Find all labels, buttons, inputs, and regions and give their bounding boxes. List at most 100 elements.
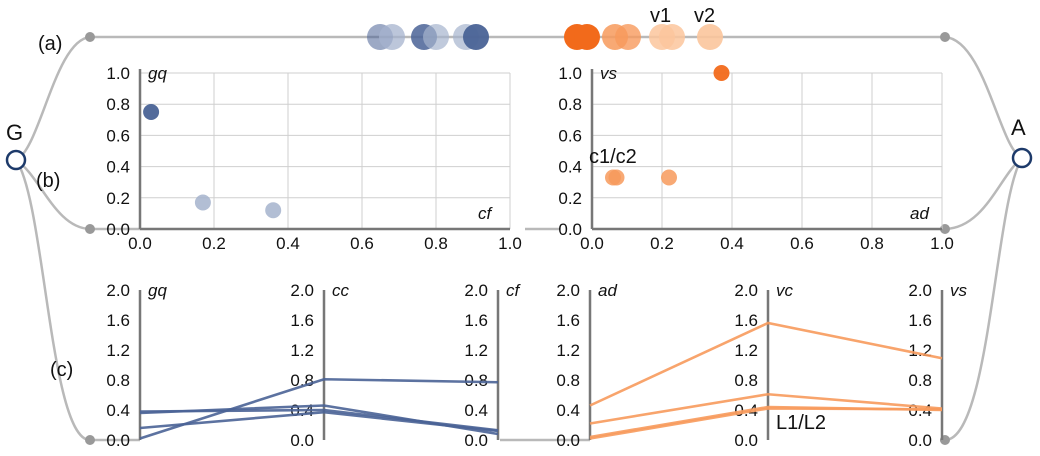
scatter-plot-left: 0.0 0.2 0.4 0.6 0.8 1.0 0.0 0.2 0.4 0.6 0.8 1.0 gq cf <box>106 64 521 253</box>
row-a-dot <box>697 24 723 50</box>
x-tick-label: 1.0 <box>930 234 954 253</box>
connector-line <box>944 35 1023 160</box>
pc-tick-label: 1.2 <box>106 341 130 360</box>
pc-tick-label: 1.2 <box>290 341 314 360</box>
scatter-point <box>608 169 625 186</box>
y-tick-label: 0.8 <box>106 95 130 114</box>
pc-tick-label: 2.0 <box>908 281 932 300</box>
y-axis-label: gq <box>148 64 167 83</box>
x-tick-label: 0.8 <box>860 234 884 253</box>
row-a-dot <box>423 24 449 50</box>
pc-axis-label: cf <box>506 281 522 300</box>
node-g[interactable] <box>5 149 27 171</box>
pc-tick-label: 1.6 <box>464 311 488 330</box>
x-tick-label: 0.0 <box>580 234 604 253</box>
row-a-dot-strip <box>367 24 723 50</box>
x-tick-label: 0.2 <box>650 234 674 253</box>
annotation-c1c2: c1/c2 <box>589 146 637 168</box>
pc-tick-label: 0.0 <box>734 431 758 450</box>
pc-tick-label: 0.8 <box>464 371 488 390</box>
x-tick-label: 0.4 <box>720 234 744 253</box>
pc-series-line <box>589 407 943 440</box>
pc-series-line <box>589 321 943 407</box>
row-a-dot <box>574 24 600 50</box>
pc-tick-label: 1.6 <box>290 311 314 330</box>
row-label-a: (a) <box>38 33 62 55</box>
node-g-label: G <box>6 120 23 145</box>
y-tick-label: 0.8 <box>558 95 582 114</box>
pc-series-line <box>589 405 943 439</box>
pc-tick-label: 0.8 <box>106 371 130 390</box>
connector-line <box>944 157 1024 442</box>
pc-tick-label: 1.2 <box>734 341 758 360</box>
pc-tick-label: 2.0 <box>106 281 130 300</box>
y-tick-label: 0.4 <box>558 158 582 177</box>
parallel-coordinates-right: 2.01.61.20.80.40.0ad 2.01.61.20.80.40.0vc… <box>556 281 967 450</box>
pc-tick-label: 1.2 <box>908 341 932 360</box>
x-tick-label: 0.8 <box>424 234 448 253</box>
row-a-dot <box>463 24 489 50</box>
x-tick-label: 0.6 <box>790 234 814 253</box>
row-a-dot <box>379 24 405 50</box>
pc-tick-label: 1.6 <box>734 311 758 330</box>
y-tick-label: 1.0 <box>106 64 130 83</box>
x-axis-label: cf <box>478 204 494 223</box>
connector-line <box>15 35 91 162</box>
scatter-point <box>265 202 282 219</box>
x-tick-label: 0.2 <box>202 234 226 253</box>
pc-axis-label: cc <box>332 281 350 300</box>
pc-tick-label: 0.8 <box>734 371 758 390</box>
y-tick-label: 0.4 <box>106 158 130 177</box>
pc-tick-label: 2.0 <box>464 281 488 300</box>
y-tick-label: 0.0 <box>558 220 582 239</box>
pc-axis-label: gq <box>148 281 167 300</box>
pc-tick-label: 1.2 <box>556 341 580 360</box>
pc-tick-label: 0.4 <box>464 401 488 420</box>
pc-tick-label: 2.0 <box>734 281 758 300</box>
x-tick-label: 0.6 <box>350 234 374 253</box>
pc-tick-label: 1.6 <box>106 311 130 330</box>
y-tick-label: 1.0 <box>558 64 582 83</box>
pc-tick-label: 0.0 <box>908 431 932 450</box>
x-tick-label: 1.0 <box>498 234 522 253</box>
pc-tick-label: 0.4 <box>556 401 580 420</box>
pc-tick-label: 0.0 <box>106 431 130 450</box>
pc-series-line <box>139 408 499 432</box>
pc-tick-label: 0.0 <box>290 431 314 450</box>
y-tick-label: 0.2 <box>106 189 130 208</box>
connector-endpoint <box>940 32 950 42</box>
pc-tick-label: 0.0 <box>556 431 580 450</box>
pc-tick-label: 0.0 <box>464 431 488 450</box>
node-a[interactable] <box>1011 147 1033 169</box>
y-tick-label: 0.0 <box>106 220 130 239</box>
row-label-b: (b) <box>36 170 60 192</box>
pc-series-line <box>589 392 943 425</box>
x-tick-label: 0.0 <box>128 234 152 253</box>
row-a-dot <box>659 24 685 50</box>
row-label-c: (c) <box>50 359 73 381</box>
annotation-l1l2: L1/L2 <box>776 412 826 434</box>
connector-line <box>14 159 91 442</box>
connector-endpoint <box>85 32 95 42</box>
x-axis-label: ad <box>910 204 929 223</box>
pc-tick-label: 0.8 <box>556 371 580 390</box>
node-a-label: A <box>1011 115 1026 140</box>
scatter-plot-right: 0.0 0.2 0.4 0.6 0.8 1.0 0.0 0.2 0.4 0.6 0.8 1.0 vs ad <box>558 64 953 253</box>
scatter-point <box>713 65 730 81</box>
row-a-dot <box>615 24 641 50</box>
scatter-point <box>661 169 677 186</box>
connector-endpoint <box>85 435 95 445</box>
label-v2: v2 <box>694 5 715 27</box>
parallel-coordinates-left: 2.0 1.6 1.2 0.8 0.4 0.0 gq 2.0 1.6 1.2 0.8 0.4 0.0 cc… <box>106 281 521 450</box>
connector-endpoint <box>85 224 95 234</box>
label-v1: v1 <box>650 5 671 27</box>
y-tick-label: 0.2 <box>558 189 582 208</box>
pc-tick-label: 0.4 <box>106 401 130 420</box>
scatter-point <box>194 194 211 211</box>
pc-tick-label: 1.6 <box>908 311 932 330</box>
pc-tick-label: 2.0 <box>290 281 314 300</box>
pc-tick-label: 0.8 <box>908 371 932 390</box>
y-tick-label: 0.6 <box>558 126 582 145</box>
pc-tick-label: 2.0 <box>556 281 580 300</box>
x-tick-label: 0.4 <box>276 234 300 253</box>
